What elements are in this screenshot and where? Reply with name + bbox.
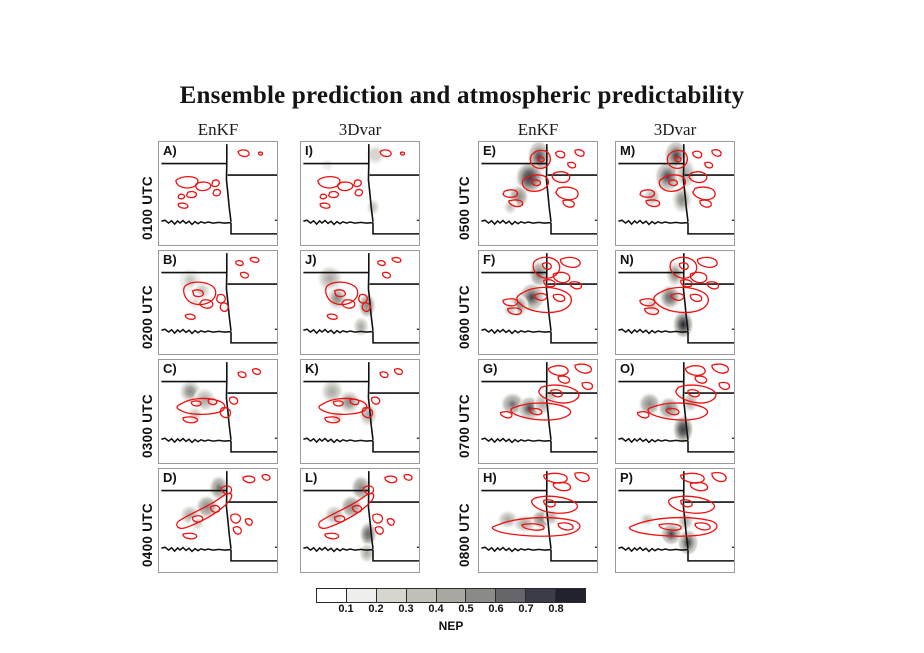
map-panel-n: N): [615, 250, 735, 355]
column-header-3dvar-left: 3Dvar: [338, 120, 382, 139]
nep-shading: [179, 474, 230, 532]
nep-shading: [643, 142, 697, 215]
probability-contours: [184, 258, 259, 320]
map-panel-h: H): [478, 468, 598, 573]
colorbar-tick-labels: 0.1 0.2 0.3 0.4 0.5 0.6 0.7 0.8: [316, 603, 586, 617]
colorbar-tick: 0.1: [338, 603, 354, 615]
state-outlines: [303, 253, 420, 343]
map-panel-p: P): [615, 468, 735, 573]
row-label-0200-utc: 0200 UTC: [140, 285, 155, 349]
colorbar-tick: 0.8: [548, 603, 564, 615]
state-outlines: [618, 362, 735, 452]
map-panel-f: F): [478, 250, 598, 355]
probability-contours: [319, 369, 402, 423]
nep-shading: [501, 259, 550, 319]
map-panel-g: G): [478, 359, 598, 464]
colorbar: 0.1 0.2 0.3 0.4 0.5 0.6 0.7 0.8 NEP: [316, 588, 586, 633]
probability-contours: [503, 150, 584, 207]
nep-shading: [317, 142, 388, 218]
map-panel-j: J): [300, 250, 420, 355]
colorbar-segment: [317, 589, 347, 602]
map-panel-l: L): [300, 468, 420, 573]
colorbar-segment: [346, 589, 377, 602]
probability-contours: [177, 369, 260, 423]
row-label-0600-utc: 0600 UTC: [457, 285, 472, 349]
probability-contours: [638, 364, 730, 420]
map-panel-k: K): [300, 359, 420, 464]
probability-contours: [326, 258, 401, 320]
map-panel-d: D): [158, 468, 278, 573]
colorbar-tick: 0.3: [398, 603, 414, 615]
probability-contours: [629, 473, 726, 537]
colorbar-segment: [406, 589, 437, 602]
state-outlines: [618, 471, 735, 561]
probability-contours: [318, 150, 405, 208]
state-outlines: [161, 471, 278, 561]
colorbar-tick: 0.4: [428, 603, 444, 615]
colorbar-title: NEP: [438, 619, 464, 633]
colorbar-segment: [466, 589, 497, 602]
row-label-0800-utc: 0800 UTC: [457, 503, 472, 567]
map-panel-b: B): [158, 250, 278, 355]
state-outlines: [161, 362, 278, 452]
probability-contours: [176, 150, 263, 208]
column-header-enkf-right: EnKF: [517, 120, 559, 139]
state-outlines: [481, 362, 598, 452]
nep-shading: [316, 264, 377, 338]
probability-contours: [319, 475, 412, 539]
colorbar-tick: 0.6: [488, 603, 504, 615]
probability-contours: [640, 150, 721, 207]
probability-contours: [503, 257, 582, 314]
map-panel-a: A): [158, 141, 278, 246]
nep-shading: [501, 142, 551, 217]
colorbar-segment: [556, 589, 586, 602]
state-outlines: [618, 144, 735, 234]
row-label-0700-utc: 0700 UTC: [457, 394, 472, 458]
state-outlines: [481, 144, 598, 234]
map-panel-c: C): [158, 359, 278, 464]
row-label-0100-utc: 0100 UTC: [140, 176, 155, 240]
colorbar-segment: [526, 589, 557, 602]
state-outlines: [303, 362, 420, 452]
state-outlines: [618, 253, 735, 343]
figure-title: Ensemble prediction and atmospheric pred…: [179, 82, 745, 109]
map-panel-m: M): [615, 141, 735, 246]
probability-contours: [501, 364, 593, 420]
row-label-0400-utc: 0400 UTC: [140, 503, 155, 567]
probability-contours: [640, 257, 719, 314]
column-header-enkf-left: EnKF: [197, 120, 239, 139]
map-panel-o: O): [615, 359, 735, 464]
state-outlines: [161, 253, 278, 343]
colorbar-scale: [316, 588, 586, 603]
map-panel-i: I): [300, 141, 420, 246]
column-header-3dvar-right: 3Dvar: [653, 120, 697, 139]
colorbar-tick: 0.2: [368, 603, 384, 615]
colorbar-segment: [436, 589, 467, 602]
map-panel-e: E): [478, 141, 598, 246]
probability-contours: [177, 475, 270, 539]
colorbar-tick: 0.7: [518, 603, 534, 615]
colorbar-segment: [496, 589, 527, 602]
colorbar-segment: [376, 589, 407, 602]
row-label-0300-utc: 0300 UTC: [140, 394, 155, 458]
state-outlines: [303, 471, 420, 561]
state-outlines: [303, 144, 420, 234]
colorbar-tick: 0.5: [458, 603, 474, 615]
row-label-0500-utc: 0500 UTC: [457, 176, 472, 240]
probability-contours: [492, 473, 589, 537]
state-outlines: [161, 144, 278, 234]
